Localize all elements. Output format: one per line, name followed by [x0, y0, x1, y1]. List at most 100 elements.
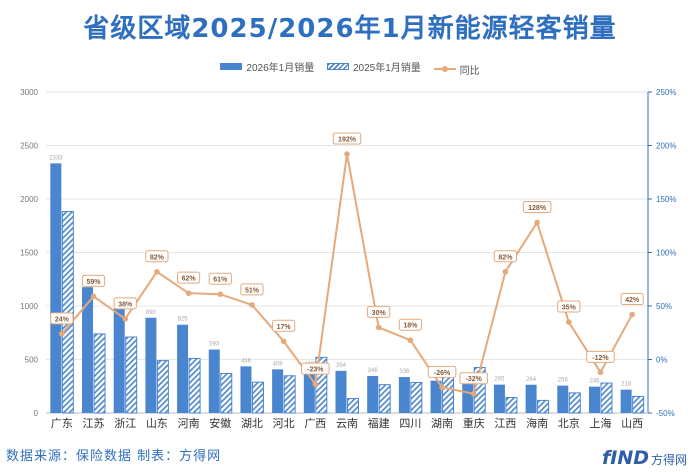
bar-value-label: 593	[209, 342, 220, 348]
x-tick-label: 广西	[304, 417, 326, 430]
logo-subtitle: 方得网	[651, 453, 688, 467]
yoy-label-box	[113, 297, 137, 310]
bar-value-label: 264	[526, 377, 537, 383]
yoy-point	[597, 369, 604, 376]
yoy-point	[312, 381, 319, 387]
y-right-tick-label: 200%	[656, 142, 676, 151]
yoy-value-label: -26%	[434, 370, 451, 377]
yoy-label-box	[176, 271, 201, 284]
logo-wordmark: fIND	[602, 447, 650, 469]
yoy-value-label: 59%	[87, 279, 102, 286]
yoy-label-box	[398, 318, 422, 331]
bar-2025	[188, 357, 201, 414]
bar-2026	[240, 366, 252, 413]
legend-label-yoy: 同比	[459, 65, 480, 77]
bar-2025	[93, 333, 106, 414]
x-tick-label: 湖北	[241, 417, 263, 430]
bar-2026	[557, 385, 569, 413]
yoy-label-box	[586, 350, 615, 363]
bar-value-label: 408	[273, 361, 284, 367]
bar-2026	[525, 384, 537, 413]
legend-swatch-line	[433, 66, 456, 72]
y-left-tick-label: 0	[34, 409, 39, 418]
yoy-point	[59, 331, 65, 337]
yoy-value-label: 17%	[277, 324, 292, 331]
bar-2026	[82, 287, 94, 413]
yoy-value-label: 128%	[528, 205, 547, 212]
legend-label-2025: 2025年1月销量	[353, 63, 421, 74]
bar-2025	[505, 396, 518, 414]
bar-2025	[568, 392, 581, 414]
x-tick-label: 浙江	[114, 417, 136, 430]
y-right-tick-label: 150%	[656, 195, 676, 204]
yoy-value-label: 35%	[562, 305, 577, 312]
y-right-tick-label: 250%	[656, 88, 676, 97]
yoy-value-label: -23%	[307, 367, 324, 374]
y-right-tick-label: 100%	[656, 249, 676, 258]
bar-2025	[600, 382, 613, 414]
yoy-value-label: 42%	[625, 297, 640, 304]
site-logo: fIND 方得网	[602, 447, 687, 469]
bar-2026	[398, 377, 410, 413]
x-tick-label: 湖南	[431, 417, 453, 430]
x-tick-label: 江西	[494, 417, 516, 430]
bar-2026	[272, 369, 284, 413]
yoy-point	[90, 293, 97, 300]
yoy-point	[502, 268, 509, 275]
x-tick-label: 重庆	[463, 416, 485, 430]
bar-2026	[620, 389, 632, 413]
yoy-value-label: -12%	[592, 355, 609, 362]
x-tick-label: 安徽	[209, 416, 231, 430]
yoy-point	[249, 302, 255, 308]
yoy-value-label: 30%	[372, 310, 387, 317]
bar-2026	[493, 384, 505, 413]
x-tick-label: 山东	[146, 417, 168, 430]
yoy-value-label: 51%	[245, 287, 260, 294]
y-right-tick-label: 0%	[656, 356, 668, 365]
bar-2025	[537, 399, 550, 414]
x-tick-label: 北京	[558, 416, 580, 430]
bar-2026	[113, 308, 125, 413]
x-tick-label: 福建	[368, 416, 390, 430]
y-left-tick-label: 2000	[20, 195, 38, 204]
legend-item-2025[interactable]: 2025年1月销量	[327, 59, 421, 74]
yoy-point	[407, 337, 414, 344]
bar-2026	[303, 369, 315, 413]
bar-2026	[588, 386, 600, 413]
bar-value-label: 436	[241, 358, 252, 364]
bar-value-label: 825	[178, 317, 189, 323]
legend-swatch-solid	[220, 63, 243, 70]
bar-value-label: 246	[589, 379, 600, 385]
x-tick-label: 河北	[273, 417, 295, 430]
yoy-label-box	[557, 300, 581, 313]
bar-value-label: 346	[368, 368, 379, 374]
legend-item-yoy[interactable]: 同比	[433, 62, 480, 77]
bar-2025	[61, 211, 74, 414]
yoy-label-box	[301, 362, 330, 375]
yoy-point	[217, 291, 224, 298]
bar-2025	[156, 360, 169, 414]
x-tick-label: 云南	[336, 417, 358, 430]
y-left-tick-label: 3000	[20, 88, 38, 97]
y-right-tick-label: -50%	[656, 409, 675, 418]
yoy-label-box	[50, 312, 74, 325]
yoy-label-box	[240, 283, 264, 296]
yoy-label-box	[493, 250, 518, 263]
bar-2025	[283, 375, 296, 414]
bar-2025	[125, 336, 138, 414]
yoy-point	[122, 316, 129, 322]
bar-2026	[430, 380, 442, 413]
bar-value-label: 336	[399, 369, 410, 375]
y-left-tick-label: 1000	[20, 302, 38, 311]
y-right-tick-label: 50%	[656, 302, 672, 311]
yoy-label-box	[367, 305, 391, 318]
yoy-value-label: 192%	[338, 137, 357, 144]
yoy-label-box	[208, 272, 232, 285]
yoy-label-box	[81, 274, 106, 287]
yoy-point	[185, 290, 192, 296]
bar-value-label: 890	[146, 310, 157, 316]
legend-item-2026[interactable]: 2026年1月销量	[220, 59, 314, 74]
x-tick-label: 海南	[526, 416, 548, 430]
x-tick-label: 上海	[589, 416, 611, 430]
x-tick-label: 广东	[51, 417, 73, 430]
